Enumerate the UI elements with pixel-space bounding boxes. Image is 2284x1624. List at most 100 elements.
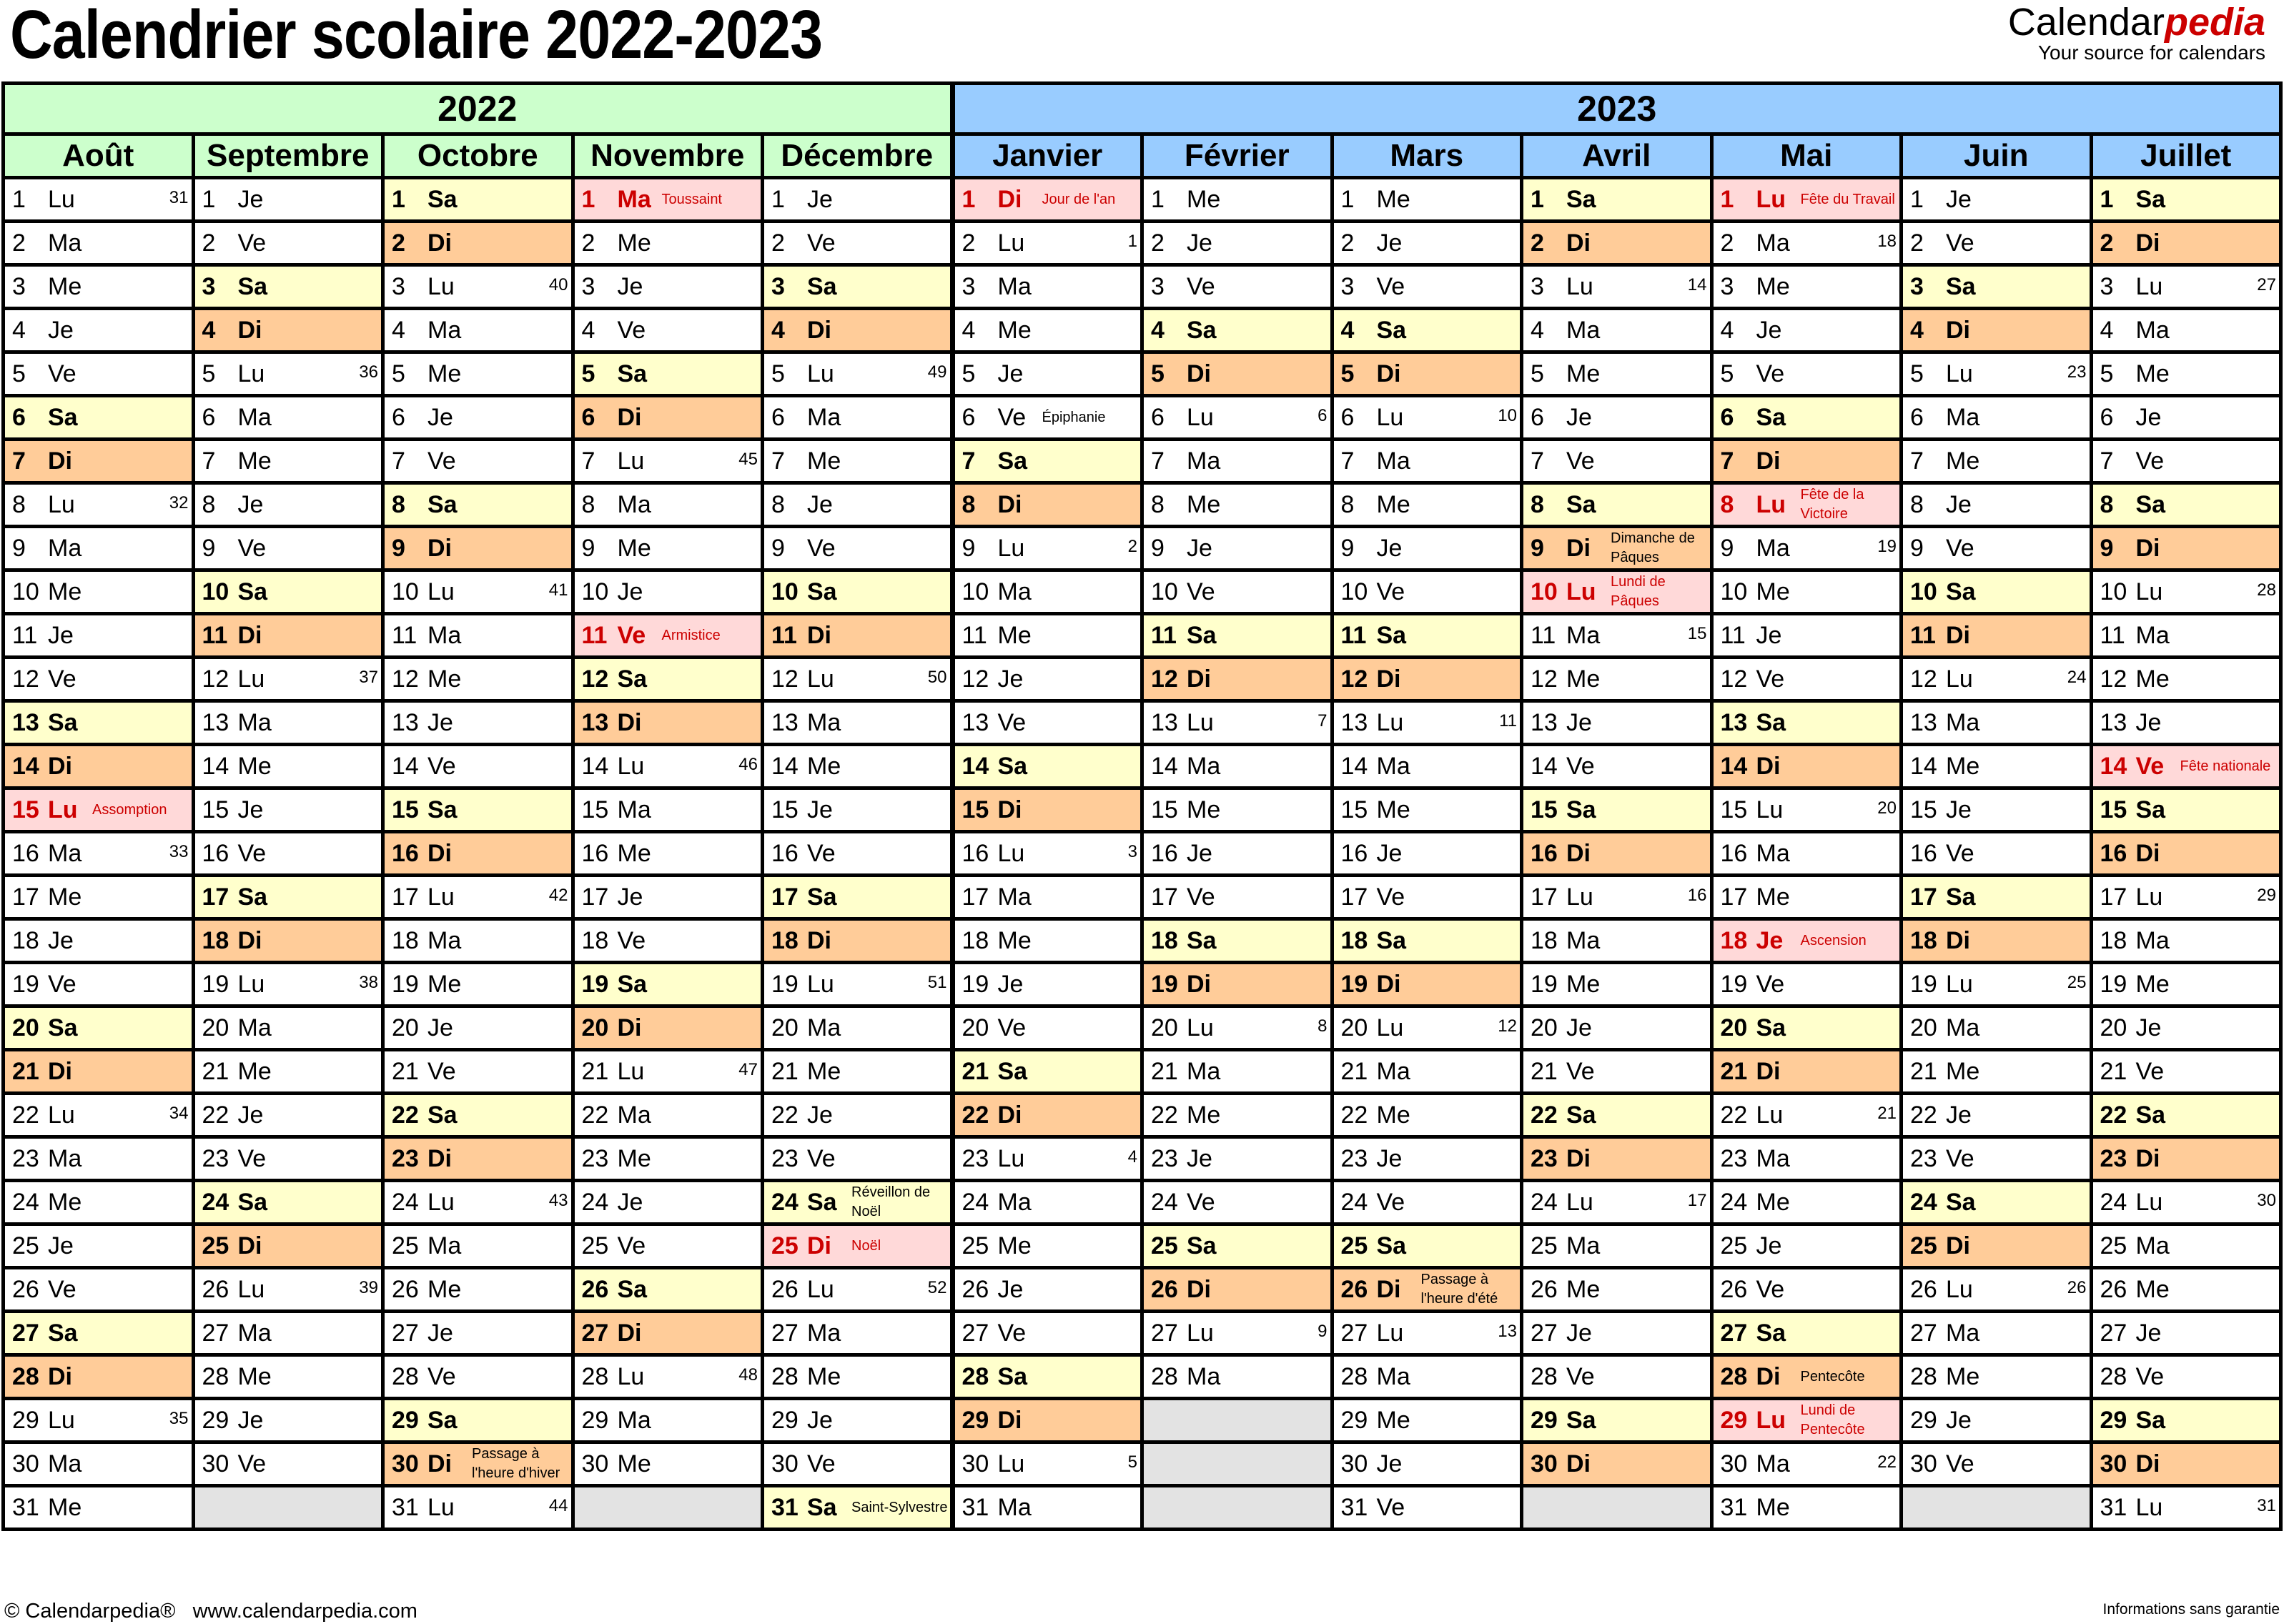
day-cell[interactable]: 23 Ve	[761, 1135, 954, 1182]
day-cell[interactable]: 22 Ma	[570, 1091, 764, 1139]
day-cell[interactable]: 24 Je	[570, 1179, 764, 1226]
weekend-day-cell[interactable]: 19 Sa	[570, 961, 764, 1008]
day-cell[interactable]: 11 Ma	[381, 612, 575, 659]
weekend-day-cell[interactable]: 4 Di	[761, 307, 954, 354]
holiday-cell[interactable]: 1 Ma Toussaint	[570, 176, 764, 223]
day-cell[interactable]: 26 Je	[949, 1266, 1144, 1313]
day-cell[interactable]: 10 Ve	[1140, 568, 1334, 615]
day-cell[interactable]: 13 Je	[1520, 699, 1714, 746]
day-cell[interactable]: 23 Je	[1140, 1135, 1334, 1182]
day-cell[interactable]: 11 Ma	[2089, 612, 2283, 659]
weekend-day-cell[interactable]: 3 Sa	[761, 263, 954, 310]
day-cell[interactable]: 23 Ma	[1, 1135, 195, 1182]
weekend-day-cell[interactable]: 8 Sa	[2089, 481, 2283, 528]
day-cell[interactable]: 4 Ma	[1520, 307, 1714, 354]
weekend-day-cell[interactable]: 27 Sa	[1709, 1309, 1903, 1357]
day-cell[interactable]: 29 Ma	[570, 1397, 764, 1444]
day-cell[interactable]: 16 Lu 3	[949, 830, 1144, 877]
day-cell[interactable]: 10 Me	[1709, 568, 1903, 615]
weekend-day-cell[interactable]: 4 Di	[1899, 307, 2093, 354]
day-cell[interactable]: 24 Ve	[1140, 1179, 1334, 1226]
day-cell[interactable]: 6 Ma	[1899, 394, 2093, 441]
day-cell[interactable]: 7 Ma	[1140, 437, 1334, 485]
day-cell[interactable]: 1 Lu 31	[1, 176, 195, 223]
day-cell[interactable]: 4 Me	[949, 307, 1144, 354]
weekend-day-cell[interactable]: 30 Di	[1520, 1440, 1714, 1487]
day-cell[interactable]: 18 Ma	[2089, 917, 2283, 964]
day-cell[interactable]: 12 Lu 37	[191, 655, 385, 703]
day-cell[interactable]: 14 Me	[191, 743, 385, 790]
weekend-day-cell[interactable]: 9 Di	[381, 525, 575, 572]
weekend-day-cell[interactable]: 19 Di	[1140, 961, 1334, 1008]
day-cell[interactable]: 15 Lu 20	[1709, 786, 1903, 833]
day-cell[interactable]: 20 Je	[1520, 1004, 1714, 1051]
weekend-day-cell[interactable]: 9 Di	[2089, 525, 2283, 572]
weekend-day-cell[interactable]: 6 Sa	[1, 394, 195, 441]
day-cell[interactable]: 7 Me	[191, 437, 385, 485]
day-cell[interactable]: 19 Lu 25	[1899, 961, 2093, 1008]
day-cell[interactable]: 30 Ma 22	[1709, 1440, 1903, 1487]
weekend-day-cell[interactable]: 18 Di	[1899, 917, 2093, 964]
day-cell[interactable]: 20 Lu 12	[1330, 1004, 1523, 1051]
day-cell[interactable]: 1 Je	[1899, 176, 2093, 223]
weekend-day-cell[interactable]: 24 Sa Réveillon de Noël	[761, 1179, 954, 1226]
holiday-cell[interactable]: 18 Je Ascension	[1709, 917, 1903, 964]
day-cell[interactable]: 18 Ma	[381, 917, 575, 964]
day-cell[interactable]: 28 Me	[761, 1353, 954, 1400]
holiday-cell[interactable]: 29 Lu Lundi de Pentecôte	[1709, 1397, 1903, 1444]
day-cell[interactable]: 17 Ve	[1140, 873, 1334, 921]
day-cell[interactable]: 9 Ve	[1899, 525, 2093, 572]
weekend-day-cell[interactable]: 11 Sa	[1140, 612, 1334, 659]
day-cell[interactable]: 29 Je	[191, 1397, 385, 1444]
day-cell[interactable]: 9 Me	[570, 525, 764, 572]
day-cell[interactable]: 22 Me	[1330, 1091, 1523, 1139]
day-cell[interactable]: 26 Me	[381, 1266, 575, 1313]
weekend-day-cell[interactable]: 28 Di Pentecôte	[1709, 1353, 1903, 1400]
weekend-day-cell[interactable]: 14 Di	[1709, 743, 1903, 790]
weekend-day-cell[interactable]: 23 Di	[381, 1135, 575, 1182]
day-cell[interactable]: 25 Ma	[1520, 1222, 1714, 1269]
day-cell[interactable]: 20 Ma	[191, 1004, 385, 1051]
day-cell[interactable]: 24 Ve	[1330, 1179, 1523, 1226]
weekend-day-cell[interactable]: 10 Sa	[1899, 568, 2093, 615]
day-cell[interactable]: 2 Ve	[191, 219, 385, 267]
day-cell[interactable]: 2 Lu 1	[949, 219, 1144, 267]
weekend-day-cell[interactable]: 3 Sa	[1899, 263, 2093, 310]
day-cell[interactable]: 13 Lu 11	[1330, 699, 1523, 746]
weekend-day-cell[interactable]: 27 Di	[570, 1309, 764, 1357]
day-cell[interactable]: 24 Ma	[949, 1179, 1144, 1226]
day-cell[interactable]: 22 Je	[761, 1091, 954, 1139]
weekend-day-cell[interactable]: 28 Di	[1, 1353, 195, 1400]
day-cell[interactable]: 12 Ve	[1, 655, 195, 703]
day-cell[interactable]: 28 Ma	[1140, 1353, 1334, 1400]
weekend-day-cell[interactable]: 26 Di Passage à l'heure d'été	[1330, 1266, 1523, 1313]
day-cell[interactable]: 22 Je	[191, 1091, 385, 1139]
weekend-day-cell[interactable]: 2 Di	[2089, 219, 2283, 267]
day-cell[interactable]: 30 Ve	[1899, 1440, 2093, 1487]
calendarpedia-logo[interactable]: Calendarpedia Your source for calendars	[2008, 1, 2265, 63]
day-cell[interactable]: 19 Je	[949, 961, 1144, 1008]
day-cell[interactable]: 1 Me	[1140, 176, 1334, 223]
day-cell[interactable]: 21 Lu 47	[570, 1048, 764, 1095]
day-cell[interactable]: 3 Lu 14	[1520, 263, 1714, 310]
day-cell[interactable]: 12 Ve	[1709, 655, 1903, 703]
day-cell[interactable]: 21 Me	[1899, 1048, 2093, 1095]
day-cell[interactable]: 26 Lu 52	[761, 1266, 954, 1313]
day-cell[interactable]: 24 Lu 30	[2089, 1179, 2283, 1226]
day-cell[interactable]: 27 Je	[1520, 1309, 1714, 1357]
day-cell[interactable]: 2 Ma 18	[1709, 219, 1903, 267]
day-cell[interactable]: 30 Ma	[1, 1440, 195, 1487]
day-cell[interactable]: 25 Je	[1, 1222, 195, 1269]
day-cell[interactable]: 5 Me	[2089, 350, 2283, 397]
day-cell[interactable]: 15 Ma	[570, 786, 764, 833]
weekend-day-cell[interactable]: 30 Di	[2089, 1440, 2283, 1487]
weekend-day-cell[interactable]: 22 Sa	[381, 1091, 575, 1139]
day-cell[interactable]: 6 Lu 6	[1140, 394, 1334, 441]
day-cell[interactable]: 9 Lu 2	[949, 525, 1144, 572]
day-cell[interactable]: 28 Ve	[381, 1353, 575, 1400]
day-cell[interactable]: 27 Je	[2089, 1309, 2283, 1357]
day-cell[interactable]: 19 Me	[1520, 961, 1714, 1008]
holiday-cell[interactable]: 8 Lu Fête de la Victoire	[1709, 481, 1903, 528]
weekend-day-cell[interactable]: 5 Di	[1140, 350, 1334, 397]
day-cell[interactable]: 31 Me	[1, 1484, 195, 1531]
